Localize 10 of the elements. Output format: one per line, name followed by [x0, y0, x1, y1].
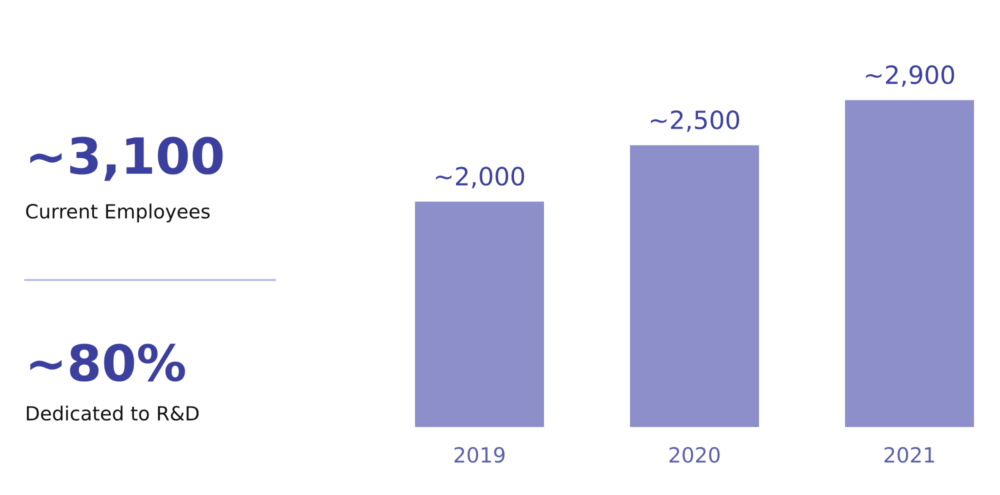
text: ~80% — [30, 344, 185, 382]
x-tick-label: 2019 — [454, 446, 505, 463]
data-label: ~2,500 — [650, 110, 740, 132]
x-tick-label: 2021 — [884, 446, 934, 463]
text: Dedicated to R&D — [26, 406, 199, 421]
x-tick-label: 2020 — [670, 446, 720, 463]
text: ~3,100 — [30, 136, 223, 181]
text: Current Employees — [26, 204, 210, 222]
data-label: ~2,000 — [436, 166, 524, 188]
data-label: ~2,900 — [866, 65, 954, 87]
